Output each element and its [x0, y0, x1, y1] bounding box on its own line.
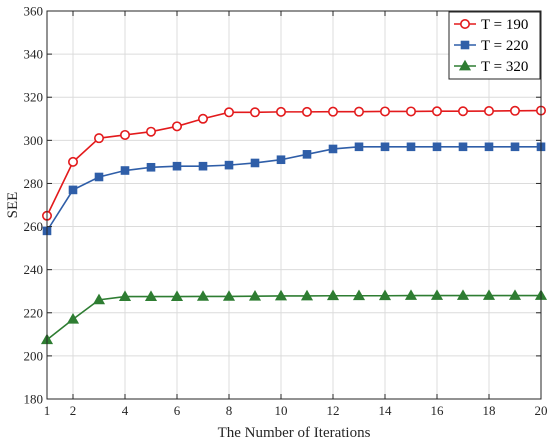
- x-tick-label: 8: [226, 403, 233, 418]
- data-point: [354, 142, 364, 152]
- data-point: [146, 162, 156, 172]
- data-point: [406, 142, 416, 152]
- data-point: [275, 106, 286, 117]
- data-point: [300, 289, 314, 301]
- series-1: [41, 105, 546, 221]
- data-point: [144, 290, 158, 302]
- legend-label: T = 220: [481, 38, 528, 54]
- data-point: [405, 106, 416, 117]
- data-point: [172, 121, 183, 132]
- data-point: [430, 289, 444, 300]
- data-point: [120, 129, 131, 140]
- data-point: [456, 289, 470, 300]
- data-point: [250, 158, 260, 168]
- y-tick-label: 360: [24, 4, 44, 19]
- data-point: [353, 106, 364, 117]
- data-point: [198, 113, 209, 124]
- data-point: [198, 161, 208, 171]
- data-point: [326, 289, 340, 301]
- data-point: [170, 290, 184, 302]
- data-point: [120, 166, 130, 175]
- data-point: [482, 289, 496, 300]
- x-tick-label: 18: [483, 403, 496, 418]
- data-point: [509, 105, 520, 116]
- x-tick-label: 14: [379, 403, 393, 418]
- data-point: [508, 289, 522, 300]
- data-point: [196, 290, 210, 301]
- y-tick-label: 320: [24, 90, 44, 105]
- data-point: [510, 142, 520, 152]
- data-point: [431, 106, 442, 117]
- data-point: [222, 290, 236, 301]
- data-point: [94, 172, 104, 182]
- legend-item: T = 220: [454, 38, 528, 54]
- series-3: [40, 289, 548, 345]
- x-tick-label: 6: [174, 403, 181, 418]
- legend-marker: [459, 18, 470, 29]
- data-point: [457, 106, 468, 117]
- data-point: [458, 142, 468, 152]
- data-point: [352, 289, 366, 301]
- y-tick-label: 300: [24, 133, 44, 148]
- data-point: [302, 150, 312, 159]
- data-point: [276, 155, 286, 165]
- y-tick-label: 340: [24, 47, 44, 62]
- y-axis-title: SEE: [5, 192, 21, 219]
- y-tick-label: 220: [24, 305, 44, 320]
- y-tick-label: 180: [24, 392, 44, 407]
- y-tick-label: 200: [24, 348, 44, 363]
- plot-frame: [46, 10, 542, 400]
- data-point: [274, 289, 288, 301]
- data-point: [328, 144, 338, 154]
- x-tick-label: 16: [431, 403, 445, 418]
- data-point: [66, 313, 80, 324]
- data-point: [68, 156, 79, 167]
- legend-label: T = 190: [481, 17, 528, 33]
- legend-item: T = 320: [454, 59, 528, 75]
- y-tick-label: 280: [24, 176, 44, 191]
- data-point: [378, 289, 392, 301]
- x-tick-label: 1: [44, 403, 51, 418]
- data-point: [483, 106, 494, 117]
- x-tick-label: 2: [70, 403, 77, 418]
- data-point: [172, 161, 182, 171]
- legend-item: T = 190: [454, 17, 528, 33]
- data-point: [484, 142, 494, 152]
- data-point: [380, 142, 390, 152]
- legend-marker: [460, 40, 470, 50]
- series-line: [46, 146, 541, 232]
- data-point: [404, 289, 418, 300]
- x-tick-label: 12: [327, 403, 340, 418]
- y-tick-label: 240: [24, 262, 44, 277]
- data-point: [327, 106, 338, 117]
- legend-marker: [458, 59, 472, 71]
- data-point: [146, 126, 157, 137]
- legend-label: T = 320: [481, 59, 528, 75]
- x-axis-title: The Number of Iterations: [218, 425, 371, 441]
- data-point: [301, 106, 312, 117]
- data-point: [118, 290, 132, 302]
- data-point: [432, 142, 442, 152]
- data-point: [379, 106, 390, 117]
- data-point: [94, 133, 105, 144]
- data-point: [224, 160, 234, 170]
- series-line: [46, 294, 541, 341]
- x-tick-label: 4: [122, 403, 129, 418]
- data-point: [248, 289, 262, 301]
- data-point: [250, 107, 261, 118]
- data-point: [68, 185, 78, 195]
- x-tick-label: 10: [275, 403, 288, 418]
- x-tick-label: 20: [535, 403, 548, 418]
- y-tick-label: 260: [24, 219, 44, 234]
- data-point: [224, 107, 235, 118]
- data-point: [92, 293, 106, 305]
- legend: T = 190 T = 220 T = 320: [448, 11, 541, 80]
